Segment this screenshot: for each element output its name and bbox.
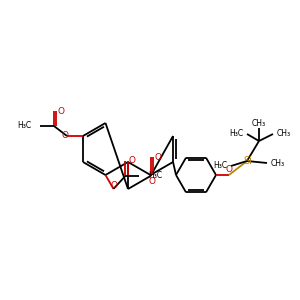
Text: CH₃: CH₃ [271,158,285,167]
Text: O: O [61,131,68,140]
Text: O: O [148,176,155,185]
Text: O: O [58,106,64,116]
Text: CH₃: CH₃ [252,118,266,127]
Text: O: O [129,156,136,165]
Text: H₃C: H₃C [213,161,227,170]
Text: H₃C: H₃C [229,130,243,139]
Text: H₃C: H₃C [148,171,163,180]
Text: H₃C: H₃C [17,122,31,130]
Text: O: O [226,166,232,175]
Text: Si: Si [244,156,252,166]
Text: CH₃: CH₃ [277,130,291,139]
Text: O: O [111,182,118,190]
Text: O: O [154,152,161,161]
